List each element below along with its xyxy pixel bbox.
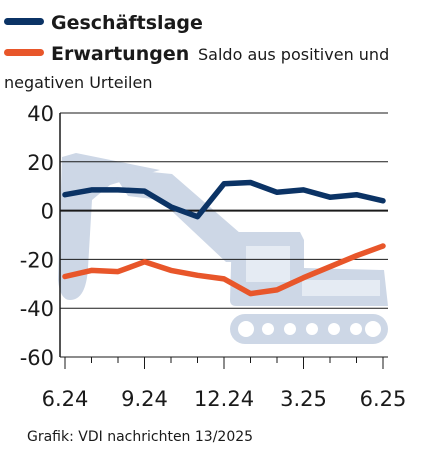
- data-point: [276, 289, 278, 291]
- y-tick-label: -60: [20, 346, 54, 370]
- legend-note-line1: Saldo aus positiven und: [198, 45, 389, 64]
- y-tick-label: 20: [27, 151, 54, 175]
- series-lines: [62, 179, 386, 297]
- x-tick-label: 12.24: [194, 387, 254, 411]
- data-point: [356, 194, 357, 196]
- data-point: [250, 293, 251, 295]
- data-point: [197, 216, 198, 218]
- data-point: [382, 200, 384, 202]
- data-point: [356, 255, 357, 257]
- legend: Geschäftslage Erwartungen Saldo aus posi…: [4, 12, 389, 92]
- legend-swatch-geschaeftslage: [4, 18, 44, 25]
- y-tick-label: 40: [27, 102, 54, 126]
- data-point: [64, 275, 66, 277]
- data-point: [91, 269, 92, 271]
- data-point: [117, 189, 119, 191]
- data-point: [303, 277, 304, 279]
- legend-note-line2: negativen Urteilen: [4, 73, 152, 92]
- legend-swatch-erwartungen: [4, 49, 44, 56]
- y-axis: 40 20 0 -20 -40 -60: [20, 102, 54, 370]
- data-point: [91, 189, 92, 191]
- data-point: [329, 266, 331, 268]
- source-credit: Grafik: VDI nachrichten 13/2025: [27, 429, 253, 445]
- y-tick-label: -40: [20, 297, 54, 321]
- data-point: [197, 274, 198, 276]
- data-point: [382, 245, 384, 247]
- data-point: [117, 271, 119, 273]
- x-tick-label: 6.25: [360, 387, 407, 411]
- legend-label-geschaeftslage: Geschäftslage: [51, 12, 203, 34]
- data-point: [144, 261, 145, 263]
- data-point: [170, 206, 172, 208]
- data-point: [223, 183, 225, 185]
- x-tick-label: 9.24: [121, 387, 168, 411]
- grid-lines: [59, 112, 388, 358]
- data-point: [303, 189, 304, 191]
- legend-label-erwartungen: Erwartungen: [51, 43, 189, 65]
- x-tick-label: 6.24: [42, 387, 89, 411]
- data-point: [64, 194, 66, 196]
- data-point: [250, 182, 251, 184]
- x-axis: 6.24 9.24 12.24 3.25 6.25: [42, 357, 407, 411]
- y-tick-label: -20: [20, 248, 54, 272]
- y-tick-label: 0: [41, 200, 54, 224]
- data-point: [223, 278, 225, 280]
- data-point: [276, 191, 278, 193]
- data-point: [329, 196, 331, 198]
- x-tick-label: 3.25: [280, 387, 327, 411]
- data-point: [144, 190, 145, 192]
- data-point: [170, 269, 172, 271]
